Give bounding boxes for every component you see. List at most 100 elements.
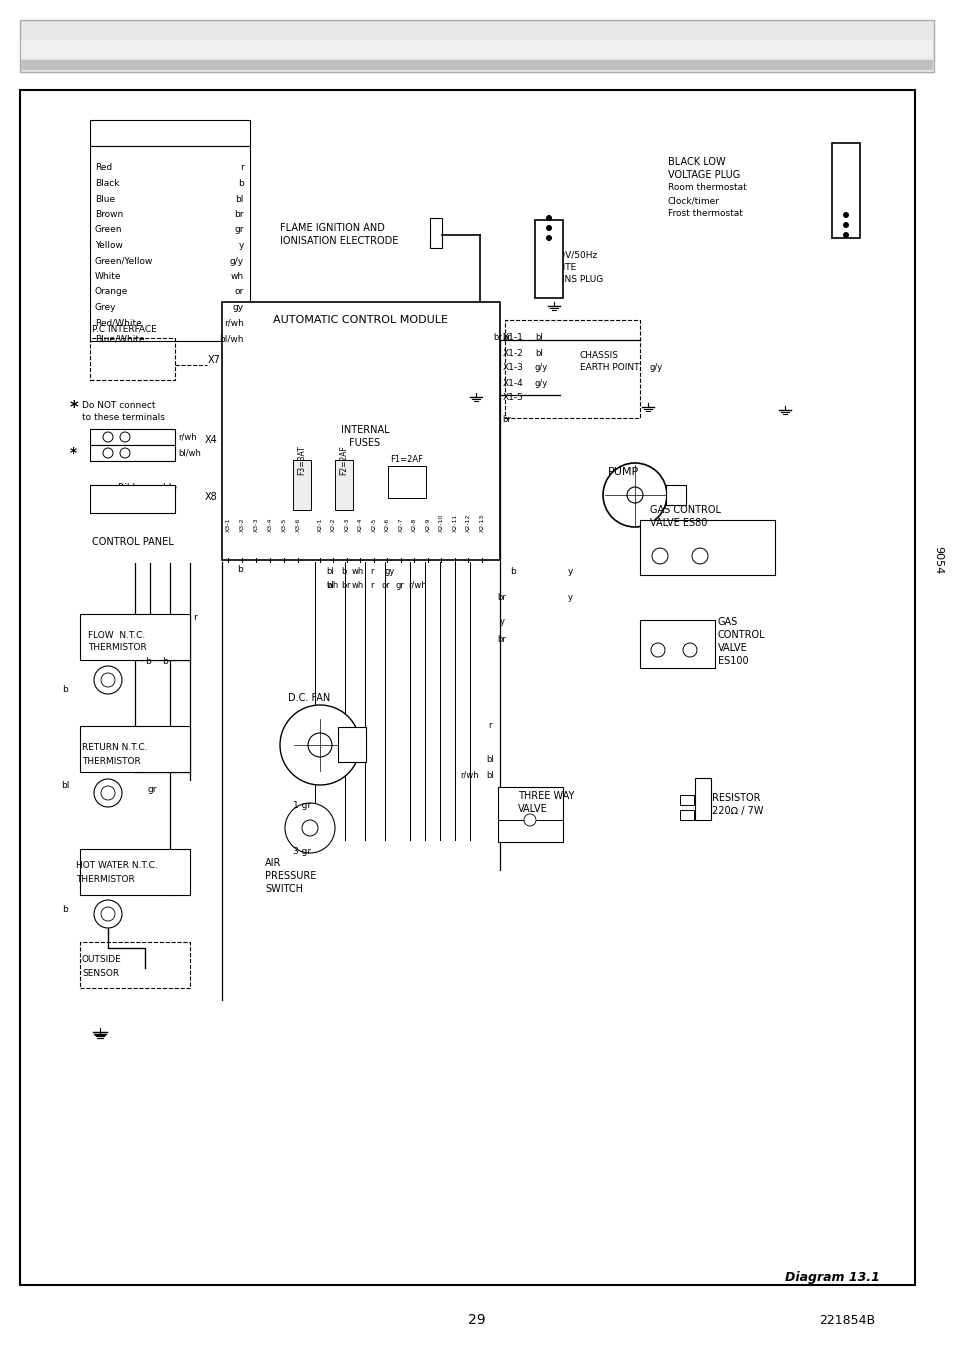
Bar: [388, 466, 426, 499]
Circle shape: [101, 673, 115, 688]
Text: X2-6: X2-6: [385, 517, 390, 532]
Text: gr: gr: [234, 226, 244, 235]
Text: X2-13: X2-13: [479, 513, 484, 532]
Text: r/wh: r/wh: [224, 319, 244, 327]
Text: Green: Green: [95, 226, 122, 235]
Circle shape: [101, 786, 115, 800]
Text: *: *: [70, 446, 77, 459]
Text: bl: bl: [235, 195, 244, 204]
Text: CONTROL: CONTROL: [718, 630, 765, 640]
Text: Red: Red: [95, 163, 112, 173]
Text: OUTSIDE: OUTSIDE: [82, 955, 122, 965]
Circle shape: [302, 820, 317, 836]
Text: INTERNAL: INTERNAL: [340, 426, 389, 435]
Text: br: br: [497, 635, 506, 644]
Text: g/y: g/y: [535, 363, 548, 373]
Text: 220Ω / 7W: 220Ω / 7W: [711, 807, 762, 816]
Bar: [293, 459, 311, 509]
Circle shape: [545, 235, 552, 240]
Bar: [430, 218, 441, 249]
Text: br: br: [501, 416, 511, 424]
Circle shape: [626, 486, 642, 503]
Text: CONTROL PANEL: CONTROL PANEL: [91, 536, 173, 547]
Circle shape: [94, 900, 122, 928]
Text: Room thermostat: Room thermostat: [667, 184, 746, 192]
Circle shape: [103, 449, 112, 458]
Text: bl/wh: bl/wh: [178, 449, 201, 458]
Text: VALVE: VALVE: [718, 643, 747, 653]
Text: b: b: [238, 178, 244, 188]
Text: X8: X8: [205, 492, 217, 503]
Text: F1=2AF: F1=2AF: [390, 455, 423, 465]
Bar: [679, 794, 693, 805]
Circle shape: [120, 432, 130, 442]
Text: br: br: [493, 334, 501, 343]
Text: P.C INTERFACE: P.C INTERFACE: [91, 326, 156, 335]
Bar: [90, 430, 174, 444]
Text: PUMP: PUMP: [607, 467, 639, 477]
Text: X2-2: X2-2: [331, 517, 335, 532]
Circle shape: [545, 226, 552, 231]
Bar: [20, 20, 933, 72]
Text: r: r: [240, 163, 244, 173]
Text: wh: wh: [352, 567, 364, 577]
Text: r/wh: r/wh: [460, 770, 478, 780]
Text: FLAME IGNITION AND: FLAME IGNITION AND: [280, 223, 384, 232]
Text: Blue/White: Blue/White: [95, 334, 145, 343]
Circle shape: [94, 666, 122, 694]
Text: SENSOR: SENSOR: [82, 969, 119, 978]
Text: Clock/timer: Clock/timer: [667, 196, 720, 205]
Text: FLOW  N.T.C.: FLOW N.T.C.: [88, 631, 145, 639]
Text: Grey: Grey: [95, 303, 116, 312]
Text: b: b: [341, 567, 346, 577]
Text: Frost thermostat: Frost thermostat: [667, 209, 742, 219]
Bar: [337, 727, 366, 762]
Text: r: r: [193, 613, 196, 623]
Text: r/wh: r/wh: [178, 432, 196, 442]
Text: 3 gr: 3 gr: [293, 847, 311, 857]
Text: bl: bl: [326, 567, 334, 577]
Text: wh: wh: [352, 581, 364, 589]
Text: Green/Yellow: Green/Yellow: [95, 257, 153, 266]
Circle shape: [691, 549, 707, 563]
Text: RESISTOR: RESISTOR: [711, 793, 760, 802]
Text: THERMISTOR: THERMISTOR: [88, 643, 147, 653]
Text: X2-9: X2-9: [425, 517, 430, 532]
Circle shape: [650, 643, 664, 657]
Text: THREE WAY: THREE WAY: [517, 790, 574, 801]
Bar: [504, 320, 639, 417]
Circle shape: [280, 705, 359, 785]
Text: bl/wh: bl/wh: [219, 334, 244, 343]
Bar: [80, 848, 190, 894]
Text: F3=3AT: F3=3AT: [297, 444, 306, 474]
Circle shape: [842, 232, 848, 238]
Text: bl: bl: [486, 755, 494, 765]
Circle shape: [545, 215, 552, 222]
Bar: [90, 444, 174, 461]
Text: bl: bl: [326, 581, 334, 589]
Circle shape: [103, 432, 112, 442]
Text: 230V/50Hz: 230V/50Hz: [547, 250, 597, 259]
Bar: [222, 303, 499, 561]
Bar: [21, 41, 932, 58]
Text: FUSES: FUSES: [349, 438, 380, 449]
Text: X3-2: X3-2: [239, 517, 244, 532]
Circle shape: [101, 907, 115, 921]
Text: Brown: Brown: [95, 209, 123, 219]
Text: 29: 29: [468, 1313, 485, 1327]
Text: gr: gr: [395, 581, 404, 589]
Text: Black: Black: [95, 178, 119, 188]
Text: b: b: [62, 905, 68, 915]
Text: *: *: [70, 399, 78, 417]
Text: VALVE ES80: VALVE ES80: [649, 517, 706, 528]
Text: X2-4: X2-4: [357, 517, 363, 532]
Text: GAS: GAS: [718, 617, 738, 627]
Bar: [679, 811, 693, 820]
Text: X2-8: X2-8: [412, 517, 416, 532]
Circle shape: [651, 549, 667, 563]
Text: y: y: [567, 593, 572, 603]
Text: b: b: [162, 658, 168, 666]
Text: bl: bl: [535, 334, 542, 343]
Text: br: br: [501, 334, 511, 343]
Text: BLACK LOW: BLACK LOW: [667, 157, 725, 168]
